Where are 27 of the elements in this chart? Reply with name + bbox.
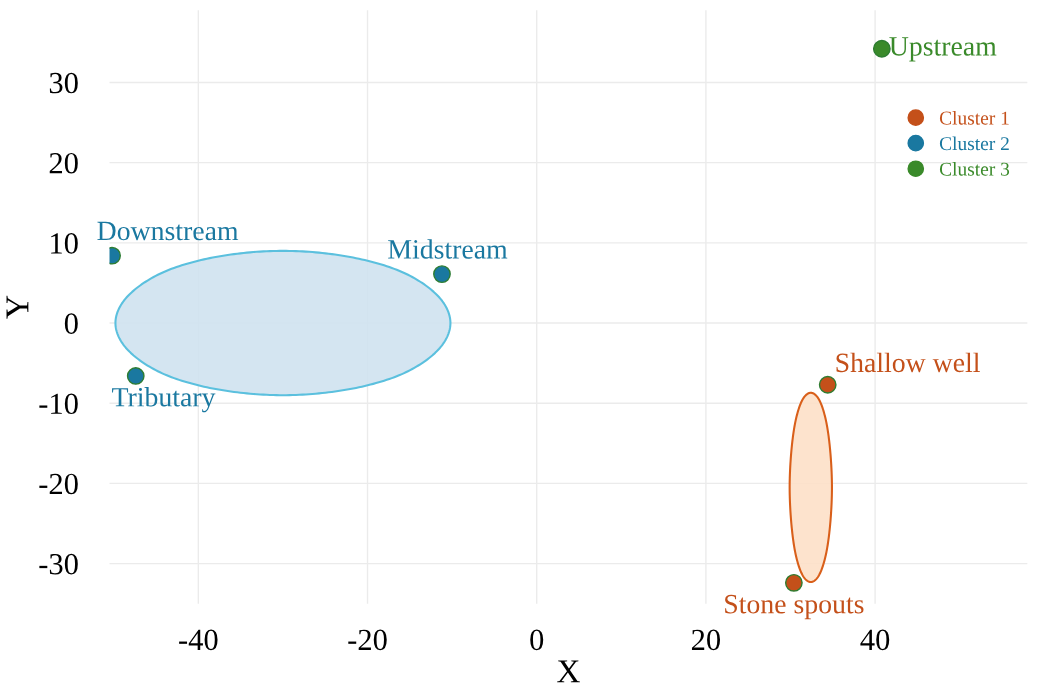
y-axis-title: Y	[6, 295, 29, 319]
data-label: Upstream	[889, 37, 997, 62]
y-tick-label: -20	[39, 473, 78, 495]
x-tick-label: 0	[530, 629, 544, 651]
data-label: Downstream	[97, 221, 239, 241]
y-tick-label: -30	[39, 553, 78, 575]
point	[433, 265, 451, 284]
y-tick-label: -10	[39, 393, 78, 415]
x-tick-label: -20	[348, 629, 387, 651]
y-tick-label: 30	[49, 72, 78, 94]
y-tick-label: 20	[49, 152, 78, 174]
legend-label: Cluster 1	[939, 110, 1009, 125]
data-label: Midstream	[388, 239, 508, 259]
data-label: Tributary	[112, 387, 216, 413]
point	[818, 375, 837, 394]
legend-label: Cluster 3	[939, 162, 1010, 176]
x-tick-label: -40	[179, 629, 218, 651]
point	[126, 367, 145, 385]
x-tick-label: 20	[691, 629, 721, 651]
y-tick-label: 0	[64, 313, 78, 334]
x-tick-label: 40	[860, 629, 890, 651]
point	[784, 573, 803, 592]
x-axis-title: X	[557, 660, 580, 683]
data-label: Stone spouts	[725, 594, 864, 620]
data-label: Shallow well	[836, 352, 980, 373]
y-tick-label: 10	[51, 233, 78, 254]
legend-label: Cluster 2	[939, 136, 1009, 151]
